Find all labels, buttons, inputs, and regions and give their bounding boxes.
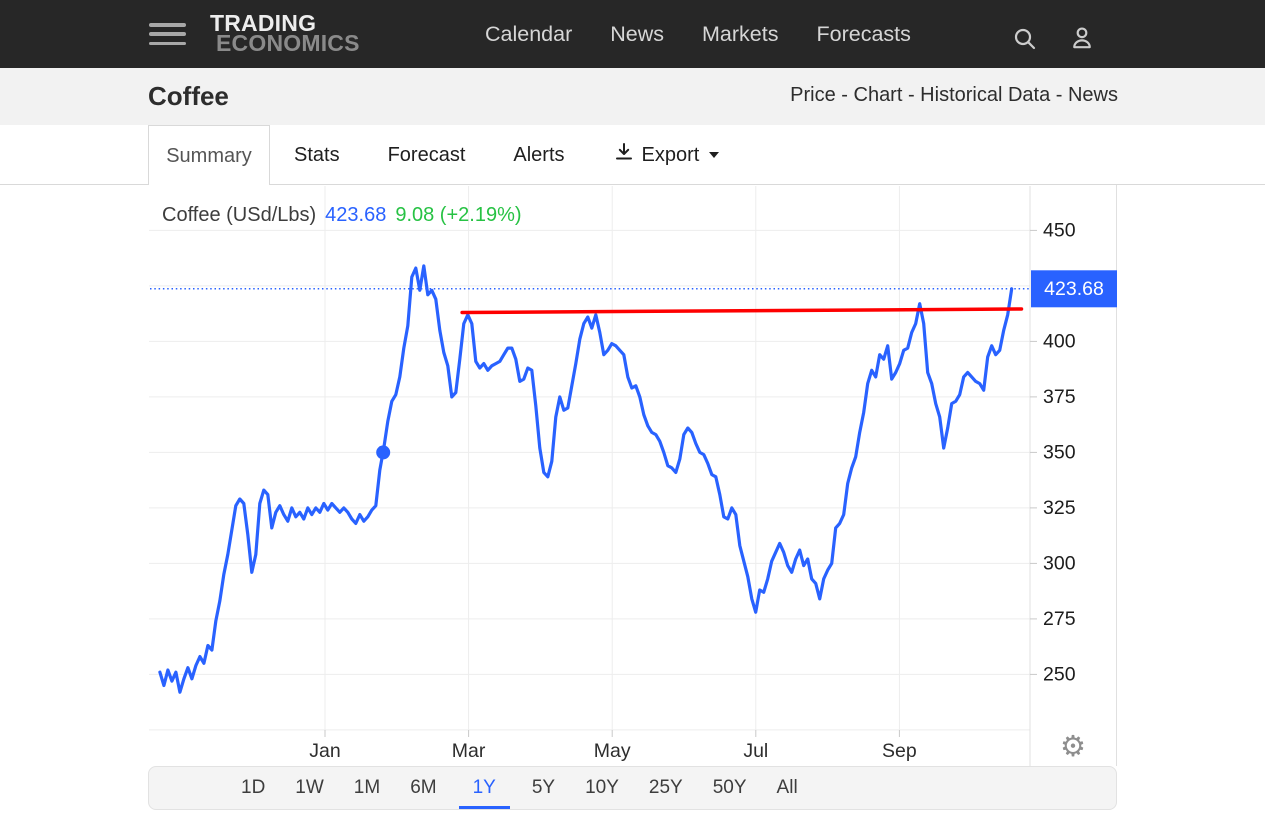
instrument-header: Coffee Price - Chart - Historical Data -… [0,68,1265,125]
brand-logo[interactable]: TRADING ECONOMICS [210,10,360,56]
range-all[interactable]: All [776,777,798,798]
x-axis-label: May [594,740,631,762]
y-axis-label: 350 [1043,441,1076,463]
y-axis-label: 400 [1043,330,1076,352]
range-1d[interactable]: 1D [241,777,266,798]
nav-item-news[interactable]: News [610,21,665,46]
y-axis-label: 325 [1043,497,1076,519]
range-10y[interactable]: 10Y [585,777,619,798]
export-label: Export [641,143,700,166]
search-icon[interactable] [1012,26,1038,57]
tab-summary[interactable]: Summary [148,125,270,186]
marker-dot [376,445,391,460]
range-1m[interactable]: 1M [353,777,381,798]
chart-card: Coffee (USd/Lbs) 423.68 9.08 (+2.19%) 45… [148,185,1117,766]
user-account-icon[interactable] [1068,24,1096,57]
x-axis-label: Sep [882,740,917,762]
breadcrumb-links[interactable]: Price - Chart - Historical Data - News [790,84,1118,106]
gear-icon: ⚙ [1060,730,1086,763]
y-axis-label: 375 [1043,386,1076,408]
download-icon [613,141,635,169]
chart-change: 9.08 (+2.19%) [395,204,522,226]
trendline[interactable] [460,307,1024,315]
chart-settings-button[interactable]: ⚙ [1030,729,1116,765]
current-price-badge-label: 423.68 [1044,278,1104,300]
x-axis-label: Jan [309,740,340,762]
range-25y[interactable]: 25Y [648,777,683,798]
y-axis-label: 275 [1043,608,1076,630]
page-title: Coffee [148,81,229,111]
top-navbar: TRADING ECONOMICS Calendar News Markets … [0,0,1265,68]
x-axis-label: Jul [743,740,768,762]
tab-alerts[interactable]: Alerts [513,143,565,166]
range-1y[interactable]: 1Y [459,767,510,809]
price-line[interactable] [158,264,1014,694]
price-chart[interactable]: 450 400 375 350 325 300 275 250 Jan Mar May Jul Sep 4… [148,185,1117,766]
chart-last-price: 423.68 [325,204,387,226]
chart-title: Coffee (USd/Lbs) 423.68 9.08 (+2.19%) [162,204,522,227]
export-button[interactable]: Export [589,125,744,185]
nav-item-forecasts[interactable]: Forecasts [816,21,911,46]
y-axis-label: 300 [1043,552,1076,574]
tab-stats[interactable]: Stats [294,143,340,166]
chevron-down-icon [709,152,720,158]
range-6m[interactable]: 6M [410,777,437,798]
nav-item-calendar[interactable]: Calendar [485,21,573,46]
y-axis-label: 250 [1043,663,1076,685]
tab-bar: Summary Stats Forecast Alerts Export [0,125,1265,186]
range-50y[interactable]: 50Y [712,777,747,798]
brand-line1: TRADING [210,10,317,36]
nav-item-markets[interactable]: Markets [702,21,779,46]
range-selector: 1D 1W 1M 6M 1Y 5Y 10Y 25Y 50Y All [148,766,1117,810]
chart-instrument-label: Coffee (USd/Lbs) [162,204,317,226]
brand-line2: ECONOMICS [216,30,360,56]
main-nav: Calendar News Markets Forecasts [485,0,911,68]
x-axis-label: Mar [452,740,486,762]
range-5y[interactable]: 5Y [531,777,556,798]
current-price-badge [1031,270,1117,308]
hamburger-menu-icon[interactable] [149,23,186,45]
tab-forecast[interactable]: Forecast [387,143,466,166]
range-1w[interactable]: 1W [295,777,324,798]
y-axis-label: 450 [1043,219,1076,241]
